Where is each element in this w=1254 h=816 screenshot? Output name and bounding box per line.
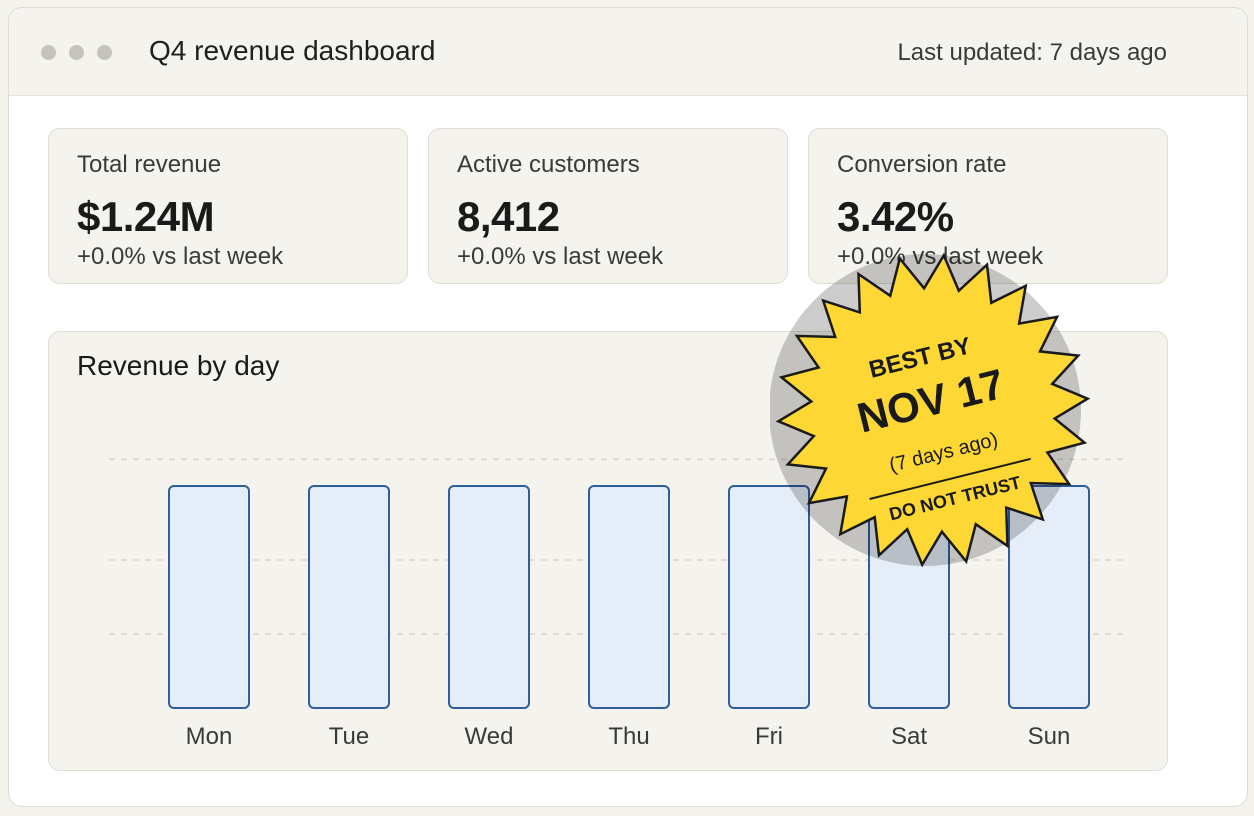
- bar-sun[interactable]: [1008, 485, 1090, 709]
- metric-label: Active customers: [457, 151, 640, 178]
- revenue-bar-chart: Mon Tue Wed Thu Fri Sat Sun: [109, 458, 1125, 750]
- metric-card-conversion-rate: Conversion rate 3.42% +0.0% vs last week: [808, 128, 1168, 284]
- metric-label: Total revenue: [77, 151, 222, 178]
- metric-delta: +0.0% vs last week: [457, 243, 664, 270]
- close-dot-icon[interactable]: [41, 45, 56, 60]
- metric-value: 3.42%: [837, 193, 954, 240]
- x-tick-label: Fri: [755, 723, 783, 750]
- bar-fri[interactable]: [728, 485, 810, 709]
- metric-value: $1.24M: [77, 193, 215, 240]
- window-controls: [41, 45, 112, 60]
- bar-wed[interactable]: [448, 485, 530, 709]
- x-tick-label: Wed: [465, 723, 514, 750]
- x-tick-label: Mon: [186, 723, 233, 750]
- revenue-chart-panel: Revenue by day Mon Tue Wed Thu Fri Sat Sun: [48, 331, 1168, 771]
- minimize-dot-icon[interactable]: [69, 45, 84, 60]
- x-tick-label: Sat: [891, 723, 927, 750]
- bar-thu[interactable]: [588, 485, 670, 709]
- metric-delta: +0.0% vs last week: [77, 243, 284, 270]
- chart-title: Revenue by day: [77, 350, 280, 381]
- metric-value: 8,412: [457, 193, 560, 240]
- bar-mon[interactable]: [168, 485, 250, 709]
- window-title: Q4 revenue dashboard: [149, 35, 436, 66]
- x-tick-label: Tue: [329, 723, 369, 750]
- metric-label: Conversion rate: [837, 151, 1007, 178]
- last-updated-text: Last updated: 7 days ago: [897, 39, 1167, 66]
- x-tick-label: Thu: [608, 723, 649, 750]
- x-tick-label: Sun: [1028, 723, 1071, 750]
- bar-sat[interactable]: [868, 485, 950, 709]
- bar-tue[interactable]: [308, 485, 390, 709]
- metric-card-total-revenue: Total revenue $1.24M +0.0% vs last week: [48, 128, 408, 284]
- metric-card-active-customers: Active customers 8,412 +0.0% vs last wee…: [428, 128, 788, 284]
- title-bar: Q4 revenue dashboard Last updated: 7 day…: [9, 8, 1247, 96]
- maximize-dot-icon[interactable]: [97, 45, 112, 60]
- metric-delta: +0.0% vs last week: [837, 243, 1044, 270]
